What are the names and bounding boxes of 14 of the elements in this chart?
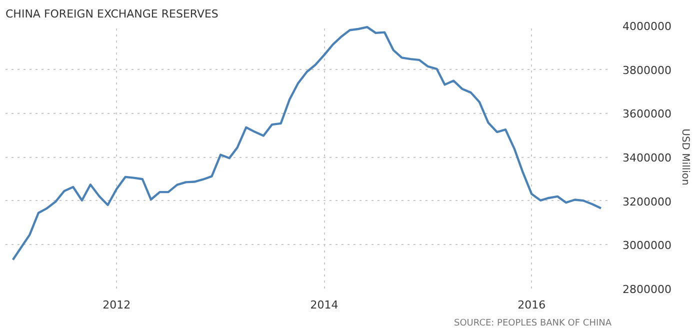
y-tick-label: 3800000 <box>622 64 672 77</box>
y-tick-label: 3600000 <box>622 108 672 121</box>
x-tick-label: 2016 <box>518 298 546 312</box>
y-axis-title: USD Million <box>679 128 690 186</box>
y-tick-label: 4000000 <box>622 20 672 33</box>
y-tick-label: 2800000 <box>622 283 672 296</box>
y-tick-label: 3200000 <box>622 195 672 208</box>
chart-title: CHINA FOREIGN EXCHANGE RESERVES <box>6 8 218 20</box>
x-tick-label: 2012 <box>102 298 131 312</box>
y-tick-label: 3400000 <box>622 152 672 164</box>
x-tick-label: 2014 <box>310 298 338 312</box>
y-tick-label: 3000000 <box>622 239 672 252</box>
line-series <box>12 26 602 261</box>
source-note: SOURCE: PEOPLES BANK OF CHINA <box>454 318 612 328</box>
